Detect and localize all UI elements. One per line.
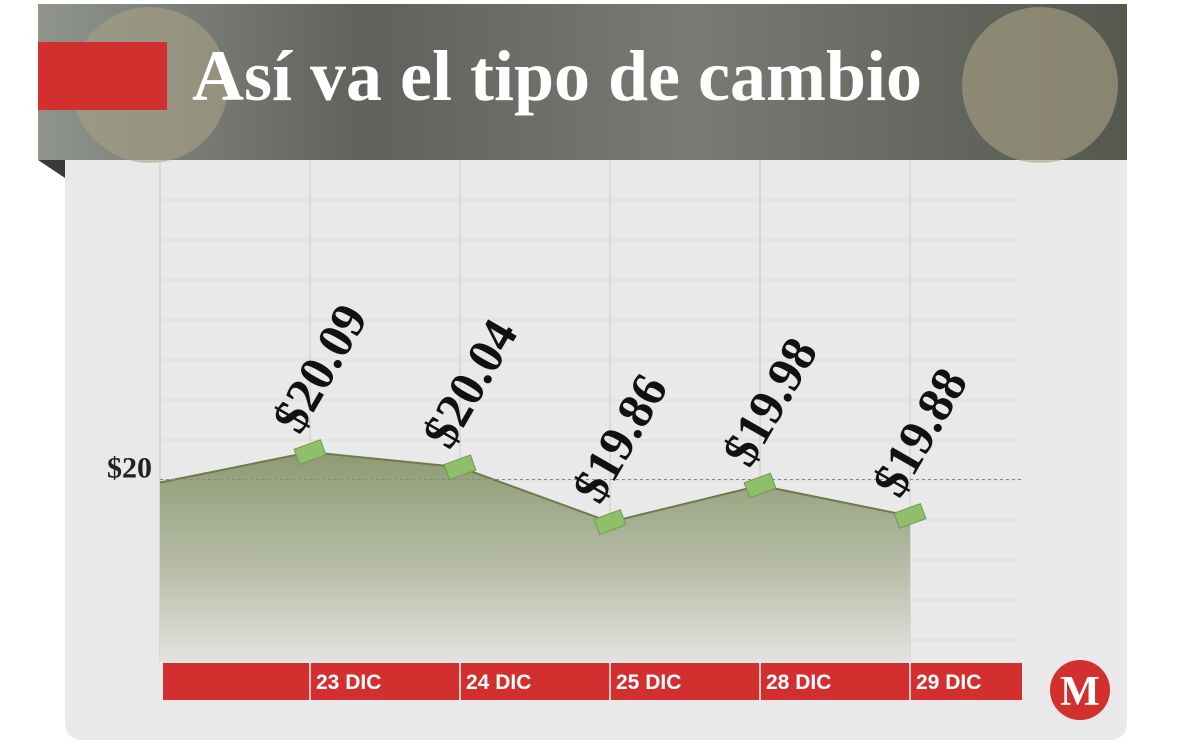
line [159, 451, 911, 524]
logo: M [1060, 669, 1100, 715]
marker [593, 509, 627, 535]
x-tick-label: 29 DIC [916, 671, 981, 694]
logo-badge [1050, 660, 1110, 720]
marker [743, 472, 777, 499]
x-tick-label: 24 DIC [466, 671, 531, 694]
x-tick-label: 23 DIC [316, 671, 381, 694]
x-tick-label: 25 DIC [616, 671, 681, 694]
panel-fold [38, 160, 65, 178]
chart-title: Así va el tipo de cambio [192, 36, 922, 116]
marker [293, 439, 327, 466]
marker [893, 503, 927, 529]
y-tick-label: $20 [107, 451, 152, 484]
category-band [163, 663, 1022, 700]
marker [443, 454, 477, 481]
coin [962, 7, 1118, 163]
header-accent [38, 42, 167, 110]
area [160, 452, 910, 662]
x-tick-label: 28 DIC [766, 671, 831, 694]
